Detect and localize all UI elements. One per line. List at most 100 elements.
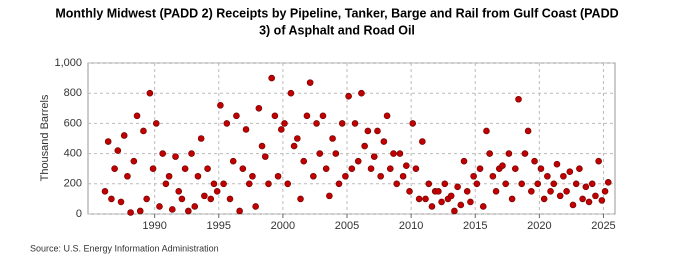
point — [303, 112, 311, 120]
point — [114, 147, 122, 154]
point — [454, 183, 461, 191]
point — [354, 157, 362, 165]
point — [348, 165, 356, 172]
point — [492, 188, 500, 195]
point — [428, 203, 436, 210]
point — [338, 120, 346, 127]
point — [463, 188, 471, 195]
point — [406, 188, 413, 195]
point — [169, 206, 176, 213]
x-tick-label: 2025 — [591, 220, 615, 232]
point — [104, 138, 112, 145]
point — [326, 192, 333, 200]
point — [518, 180, 526, 188]
point — [563, 188, 570, 195]
point — [489, 172, 497, 180]
point — [528, 188, 535, 195]
point — [473, 180, 481, 188]
point — [576, 165, 583, 172]
x-tick-label: 2005 — [335, 220, 359, 232]
point — [582, 183, 590, 191]
point — [588, 180, 596, 188]
point — [447, 192, 455, 200]
point — [229, 157, 237, 165]
point — [524, 127, 532, 135]
point — [460, 157, 468, 165]
point — [239, 165, 247, 172]
point — [210, 180, 218, 188]
point — [550, 180, 558, 188]
point — [479, 203, 487, 210]
point — [370, 153, 378, 160]
point — [486, 150, 493, 157]
plot-area — [87, 62, 616, 215]
point — [165, 172, 173, 180]
point — [290, 142, 298, 150]
point — [236, 207, 243, 215]
x-tick-label: 2010 — [399, 220, 423, 232]
point — [120, 132, 128, 139]
point — [162, 180, 170, 188]
point — [403, 162, 410, 169]
point — [556, 192, 564, 200]
point — [111, 165, 118, 172]
point — [547, 188, 554, 195]
source-note: Source: U.S. Energy Information Administ… — [30, 243, 219, 253]
point — [451, 207, 458, 215]
point — [560, 172, 567, 180]
y-tick-label: 1,000 — [54, 57, 82, 69]
point — [393, 180, 400, 188]
point — [217, 101, 224, 109]
point — [149, 165, 157, 172]
x-tick-label: 2020 — [527, 220, 551, 232]
point — [345, 92, 352, 100]
point — [422, 195, 429, 203]
point — [133, 112, 141, 120]
point — [441, 180, 449, 188]
point — [569, 201, 577, 209]
point — [140, 127, 147, 135]
point — [294, 135, 301, 142]
point — [419, 138, 426, 145]
point — [284, 180, 292, 188]
point — [127, 209, 134, 216]
point — [383, 112, 391, 120]
point — [579, 195, 586, 203]
x-tick-label: 1995 — [207, 220, 231, 232]
point — [130, 157, 138, 165]
point — [108, 195, 115, 203]
point — [531, 157, 538, 165]
point — [566, 168, 574, 176]
point — [364, 127, 372, 135]
point — [512, 165, 519, 172]
point — [268, 74, 275, 82]
y-tick-label: 600 — [64, 117, 82, 129]
point — [335, 180, 343, 188]
point — [175, 188, 183, 195]
point — [322, 165, 330, 172]
point — [220, 180, 227, 188]
point — [361, 142, 368, 150]
point — [476, 165, 484, 172]
y-tick-label: 800 — [64, 87, 82, 99]
point — [592, 192, 599, 200]
point — [197, 135, 205, 142]
point — [188, 150, 195, 157]
point — [604, 178, 612, 186]
point — [313, 120, 320, 127]
point — [172, 153, 179, 160]
point — [223, 120, 231, 127]
point — [377, 172, 384, 180]
point — [274, 172, 282, 180]
point — [342, 172, 349, 180]
point — [467, 198, 474, 206]
point — [415, 195, 423, 203]
point — [300, 157, 308, 165]
point — [287, 89, 295, 97]
point — [351, 120, 359, 127]
point — [367, 165, 375, 172]
point — [521, 150, 529, 157]
point — [152, 120, 160, 127]
point — [194, 172, 202, 180]
